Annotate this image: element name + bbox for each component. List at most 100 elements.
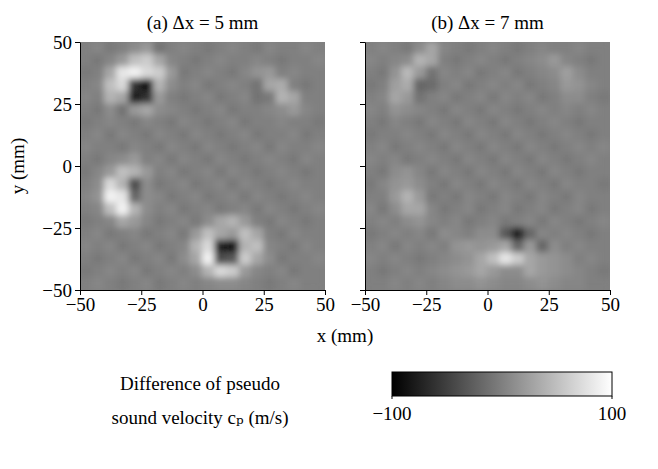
heatmap-cell	[463, 240, 476, 253]
heatmap-cell	[92, 128, 105, 141]
heatmap-cell	[153, 42, 166, 55]
heatmap-cell	[401, 215, 414, 228]
y-tick	[360, 42, 365, 43]
heatmap-cell	[276, 54, 289, 67]
heatmap-cell	[178, 54, 191, 67]
heatmap-cell	[585, 166, 598, 179]
heatmap-cell	[450, 240, 463, 253]
heatmap-cell	[377, 252, 390, 265]
heatmap-cell	[227, 42, 240, 55]
heatmap-cell	[239, 128, 252, 141]
heatmap-cell	[597, 116, 610, 129]
heatmap-cell	[389, 42, 402, 55]
heatmap-cell	[202, 141, 215, 154]
heatmap-cell	[116, 252, 129, 265]
heatmap-cell	[389, 153, 402, 166]
heatmap-cell	[227, 228, 240, 241]
heatmap-cell	[463, 228, 476, 241]
heatmap-cell	[512, 203, 525, 216]
heatmap-cell	[190, 240, 203, 253]
heatmap-cell	[300, 240, 313, 253]
heatmap-cell	[377, 203, 390, 216]
heatmap-cell	[487, 128, 500, 141]
heatmap-cell	[239, 178, 252, 191]
heatmap-cell	[414, 190, 427, 203]
heatmap-cell	[401, 116, 414, 129]
heatmap-cell	[92, 215, 105, 228]
heatmap-cell	[312, 91, 325, 104]
heatmap-cell	[463, 104, 476, 117]
heatmap-cell	[227, 215, 240, 228]
heatmap-cell	[499, 265, 512, 278]
heatmap-cell	[276, 91, 289, 104]
y-tick: 25	[53, 94, 80, 115]
heatmap-cell	[312, 141, 325, 154]
heatmap-cell	[512, 166, 525, 179]
heatmap-cell	[300, 91, 313, 104]
heatmap-cell	[214, 166, 227, 179]
heatmap-cell	[153, 79, 166, 92]
heatmap-cell	[512, 228, 525, 241]
heatmap-cell	[80, 215, 93, 228]
colorbar-label: Difference of pseudo	[120, 373, 280, 394]
heatmap-cell	[438, 128, 451, 141]
heatmap-cell	[178, 228, 191, 241]
heatmap-cell	[141, 66, 154, 79]
heatmap-cell	[414, 79, 427, 92]
heatmap-cell	[414, 203, 427, 216]
x-tick-label: 50	[316, 294, 335, 315]
heatmap-cell	[141, 153, 154, 166]
heatmap-cell	[288, 178, 301, 191]
y-tick-mark	[75, 166, 80, 167]
heatmap-cell	[129, 215, 142, 228]
heatmap-cell	[512, 128, 525, 141]
heatmap-cell	[524, 265, 537, 278]
heatmap-cell	[92, 54, 105, 67]
heatmap-cell	[92, 79, 105, 92]
heatmap-cell	[585, 153, 598, 166]
heatmap-cell	[227, 104, 240, 117]
heatmap-cell	[414, 42, 427, 55]
heatmap-cell	[365, 265, 378, 278]
heatmap-cell	[80, 277, 93, 290]
heatmap-cell	[548, 66, 561, 79]
heatmap-cell	[573, 66, 586, 79]
heatmap-cell	[104, 42, 117, 55]
heatmap-cell	[239, 277, 252, 290]
heatmap-cell	[536, 128, 549, 141]
heatmap-cell	[92, 265, 105, 278]
heatmap-cell	[80, 228, 93, 241]
heatmap-cell	[561, 42, 574, 55]
x-tick-label: 25	[255, 294, 274, 315]
heatmap-cell	[450, 66, 463, 79]
heatmap-cell	[153, 116, 166, 129]
heatmap-cell	[214, 240, 227, 253]
heatmap-cell	[524, 277, 537, 290]
heatmap-cell	[585, 116, 598, 129]
heatmap-cell	[129, 141, 142, 154]
heatmap-cell	[227, 203, 240, 216]
heatmap-cell	[561, 79, 574, 92]
heatmap-cell	[573, 141, 586, 154]
heatmap-cell	[365, 166, 378, 179]
heatmap-cell	[263, 104, 276, 117]
heatmap-cell	[251, 153, 264, 166]
heatmap-cell	[463, 91, 476, 104]
heatmap-cell	[463, 215, 476, 228]
heatmap-cell	[190, 203, 203, 216]
heatmap-cell	[475, 215, 488, 228]
heatmap-cell	[227, 116, 240, 129]
heatmap-cell	[312, 104, 325, 117]
heatmap-cell	[178, 153, 191, 166]
heatmap-cell	[141, 104, 154, 117]
heatmap-cell	[450, 79, 463, 92]
heatmap-cell	[288, 116, 301, 129]
heatmap-cell	[165, 141, 178, 154]
heatmap-cell	[365, 240, 378, 253]
heatmap-cell	[561, 240, 574, 253]
heatmap-cell	[239, 54, 252, 67]
heatmap-cells	[365, 42, 610, 290]
heatmap-cell	[80, 265, 93, 278]
heatmap-cell	[536, 79, 549, 92]
heatmap-cell	[141, 166, 154, 179]
